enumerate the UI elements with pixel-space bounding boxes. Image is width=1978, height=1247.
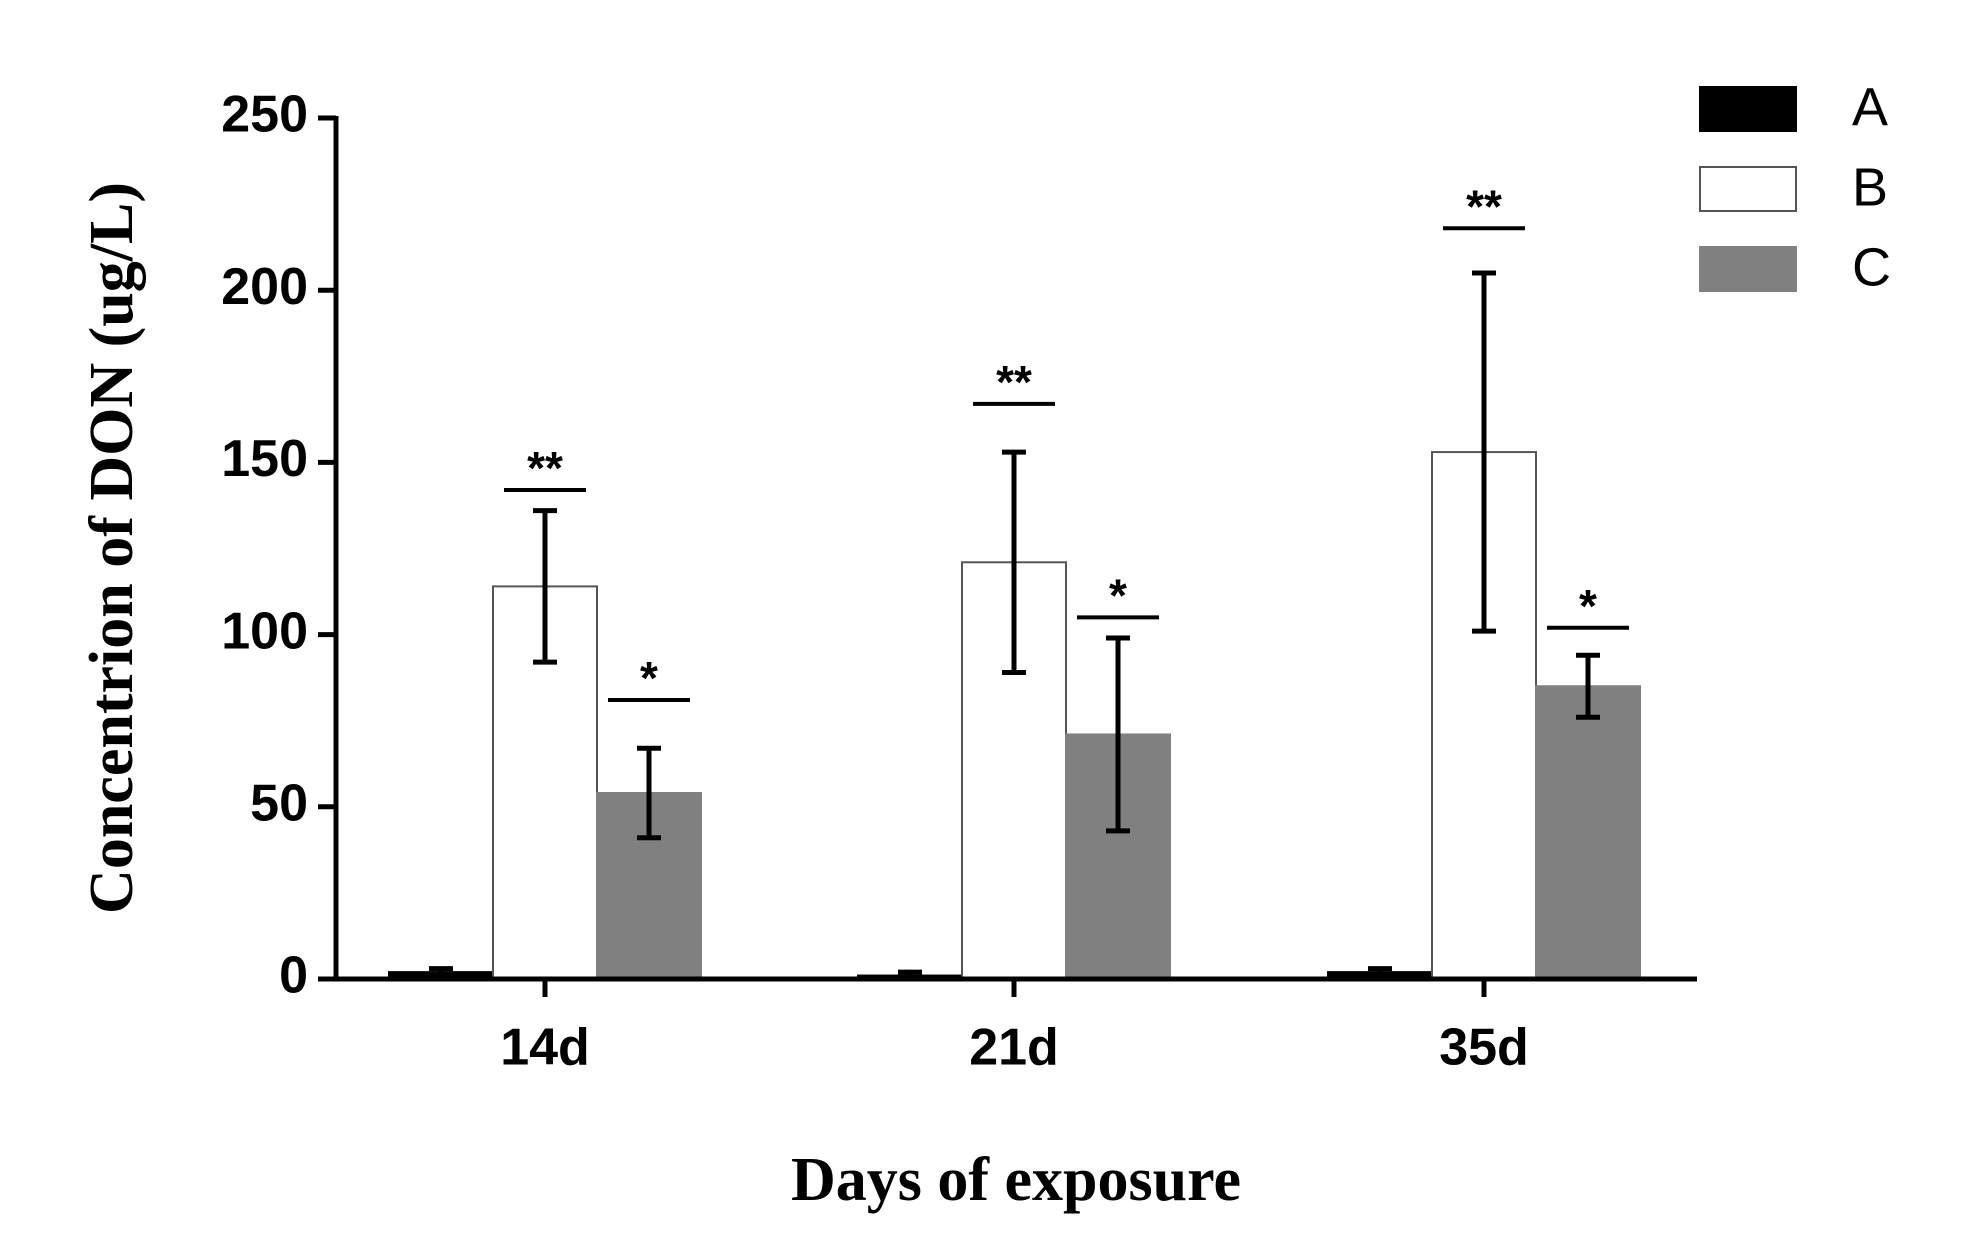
error-bar — [1106, 635, 1130, 834]
legend-swatch — [1699, 246, 1797, 292]
error-bar — [1368, 966, 1392, 979]
x-tick-label: 35d — [1439, 1019, 1529, 1077]
error-bar — [1472, 270, 1496, 634]
x-tick-label: 21d — [969, 1019, 1059, 1077]
y-tick-label: 50 — [250, 775, 308, 833]
significance-label: ** — [996, 356, 1032, 408]
significance-label: ** — [527, 442, 563, 494]
x-tick-label: 14d — [500, 1019, 590, 1077]
legend-label: B — [1852, 157, 1888, 217]
legend-label: A — [1852, 77, 1888, 137]
y-tick-label: 200 — [221, 258, 308, 316]
error-bar — [1576, 652, 1600, 720]
legend-label: C — [1852, 237, 1891, 297]
x-axis-title: Days of exposure — [791, 1146, 1241, 1214]
y-axis-title: Concentrion of DON (ug/L) — [78, 182, 146, 914]
error-bar — [1002, 449, 1026, 675]
y-tick-label: 150 — [221, 430, 308, 488]
y-tick-label: 0 — [279, 947, 308, 1005]
error-bar — [533, 508, 557, 665]
significance-label: * — [1109, 570, 1127, 622]
error-bar — [429, 966, 453, 979]
legend-swatch — [1699, 86, 1797, 132]
legend-swatch — [1699, 166, 1797, 212]
significance-label: * — [1579, 580, 1597, 632]
significance-label: ** — [1466, 180, 1502, 232]
error-bar — [637, 745, 661, 841]
bar — [1535, 685, 1641, 980]
y-tick-label: 250 — [221, 86, 308, 144]
y-tick-label: 100 — [221, 602, 308, 660]
significance-label: * — [640, 652, 658, 704]
